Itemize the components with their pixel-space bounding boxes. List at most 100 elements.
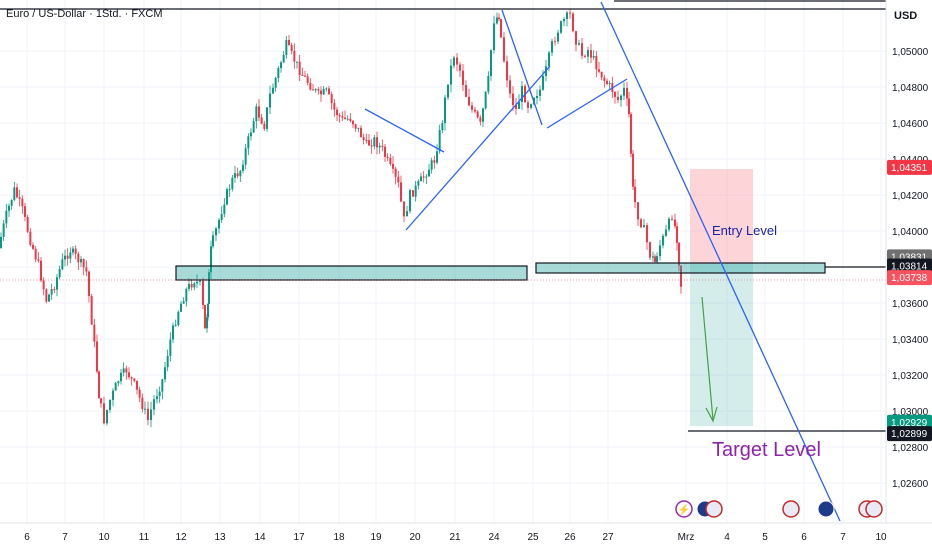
candle-body [252,121,255,133]
candle-body [309,82,312,90]
candle-body [554,41,556,43]
target-arrow-head [705,406,718,423]
y-tick-label: 1,05000 [892,47,929,58]
candle-body [296,61,298,63]
candle-body [210,246,212,273]
candle-body [671,218,673,220]
candle-body [665,229,667,236]
candle-body [166,355,169,368]
x-tick-label: 7 [840,532,846,543]
candle-body [109,399,111,410]
eu-flag-icon[interactable] [817,500,835,518]
us-flag-icon[interactable] [705,500,723,518]
us-flag-icon[interactable] [782,500,800,518]
price-marker [887,159,932,175]
candle-body [150,409,152,420]
candle-body [349,118,352,121]
candle-body [263,123,266,129]
candle-body [490,50,492,76]
candle-body [112,390,114,400]
candle-body [258,106,260,118]
target-level-annotation: Target Level [712,439,821,461]
candle-body [169,339,172,356]
candle-body [518,102,520,109]
candle-body [120,372,122,382]
candle-body [298,61,301,75]
candle-body [250,132,252,137]
candle-body [632,153,634,187]
candle-body [598,69,600,72]
candle-body [34,248,37,260]
candle-body [188,283,190,289]
candle-body [61,259,64,270]
candle-body [199,280,201,282]
candle-body [376,137,378,148]
price-marker-label: 1,02899 [891,429,928,440]
candle-body [674,219,676,227]
x-tick-label: 12 [175,532,187,543]
candle-body [592,55,595,58]
candle-body [392,163,394,169]
candle-body [72,248,74,253]
candle-body [5,210,8,224]
candle-body [336,109,338,116]
candle-body [370,145,373,147]
candle-body [226,189,228,205]
candle-body [90,296,93,325]
us-flag-icon[interactable] [865,500,883,518]
candle-body [2,223,5,237]
trendline-1 [364,108,445,153]
candle-body [368,140,370,146]
support-zone-right [535,262,826,274]
candle-body [10,199,13,206]
x-tick-label: 14 [254,532,266,543]
candle-body [314,89,317,91]
currency-label[interactable]: USD [894,10,918,22]
candle-body [260,117,263,124]
candle-body [417,181,420,186]
candle-body [272,87,274,94]
x-tick-label: 10 [98,532,110,543]
candle-body [29,231,32,245]
x-tick-label: Mrz [678,532,695,543]
candle-body [365,139,368,141]
price-marker-label: 1,03831 [891,252,928,263]
candle-body [317,89,320,91]
candle-body [98,371,100,399]
candle-body [521,85,523,103]
y-tick-label: 1,03000 [892,407,929,418]
candle-body [428,169,430,177]
y-tick-label: 1,04600 [892,119,929,130]
candle-body [290,45,293,51]
x-tick-label: 5 [762,532,768,543]
candle-body [234,173,236,178]
time-axis[interactable]: 6 7 10 11 12 13 14 17 18 19 20 21 24 25 26 27 Mrz 4 5 6 7 10 [24,532,887,543]
candle-body [360,127,362,138]
lightning-event-icon[interactable] [675,500,693,518]
candle-body [231,177,234,189]
candle-body [0,236,2,248]
candle-body [630,114,632,154]
candle-body [182,301,185,304]
candle-body [447,84,449,98]
candle-body [656,256,658,262]
candle-body [301,74,304,76]
price-marker-label: 1,04351 [891,163,928,174]
candle-body [441,122,444,131]
candle-body [141,397,144,410]
price-marker [887,270,932,286]
candle-body [652,256,654,258]
candle-body [153,399,155,410]
price-marker-label: 1,03738 [891,273,928,284]
candle-body [333,103,336,110]
candle-body [444,97,446,123]
candle-body [384,146,386,157]
candle-body [659,245,661,257]
candle-body [606,80,608,85]
event-icons[interactable]: ⚡ [675,500,883,518]
candle-body [354,124,357,129]
candle-body [512,93,514,106]
candle-body [662,235,664,246]
